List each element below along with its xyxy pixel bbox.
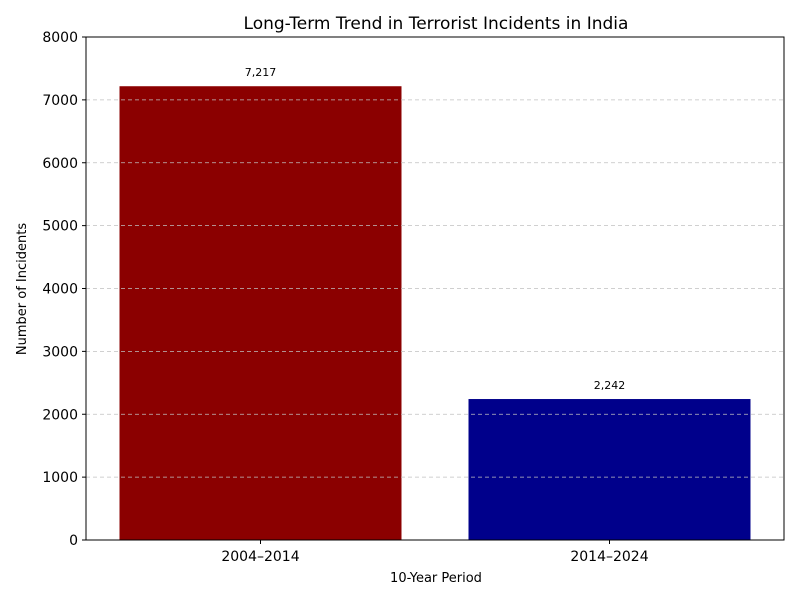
y-tick-label: 0 bbox=[69, 533, 78, 549]
y-tick-label: 2000 bbox=[42, 407, 78, 423]
bar bbox=[468, 399, 751, 540]
chart-title: Long-Term Trend in Terrorist Incidents i… bbox=[244, 14, 629, 34]
plot-frame bbox=[85, 36, 785, 541]
x-tick-label: 2014–2024 bbox=[570, 549, 648, 565]
data-label: 2,242 bbox=[594, 379, 626, 392]
bar bbox=[119, 86, 402, 540]
x-tick-label: 2004–2014 bbox=[221, 549, 299, 565]
y-axis-label: Number of Incidents bbox=[15, 223, 30, 355]
y-tick-label: 8000 bbox=[42, 30, 78, 46]
x-axis-label: 10-Year Period bbox=[390, 571, 482, 586]
y-tick-label: 4000 bbox=[42, 282, 78, 298]
y-tick-label: 7000 bbox=[42, 93, 78, 109]
data-label: 7,217 bbox=[245, 66, 277, 79]
y-tick-label: 1000 bbox=[42, 470, 78, 486]
y-tick-label: 3000 bbox=[42, 344, 78, 360]
y-tick-label: 6000 bbox=[42, 156, 78, 172]
y-tick-label: 5000 bbox=[42, 219, 78, 235]
